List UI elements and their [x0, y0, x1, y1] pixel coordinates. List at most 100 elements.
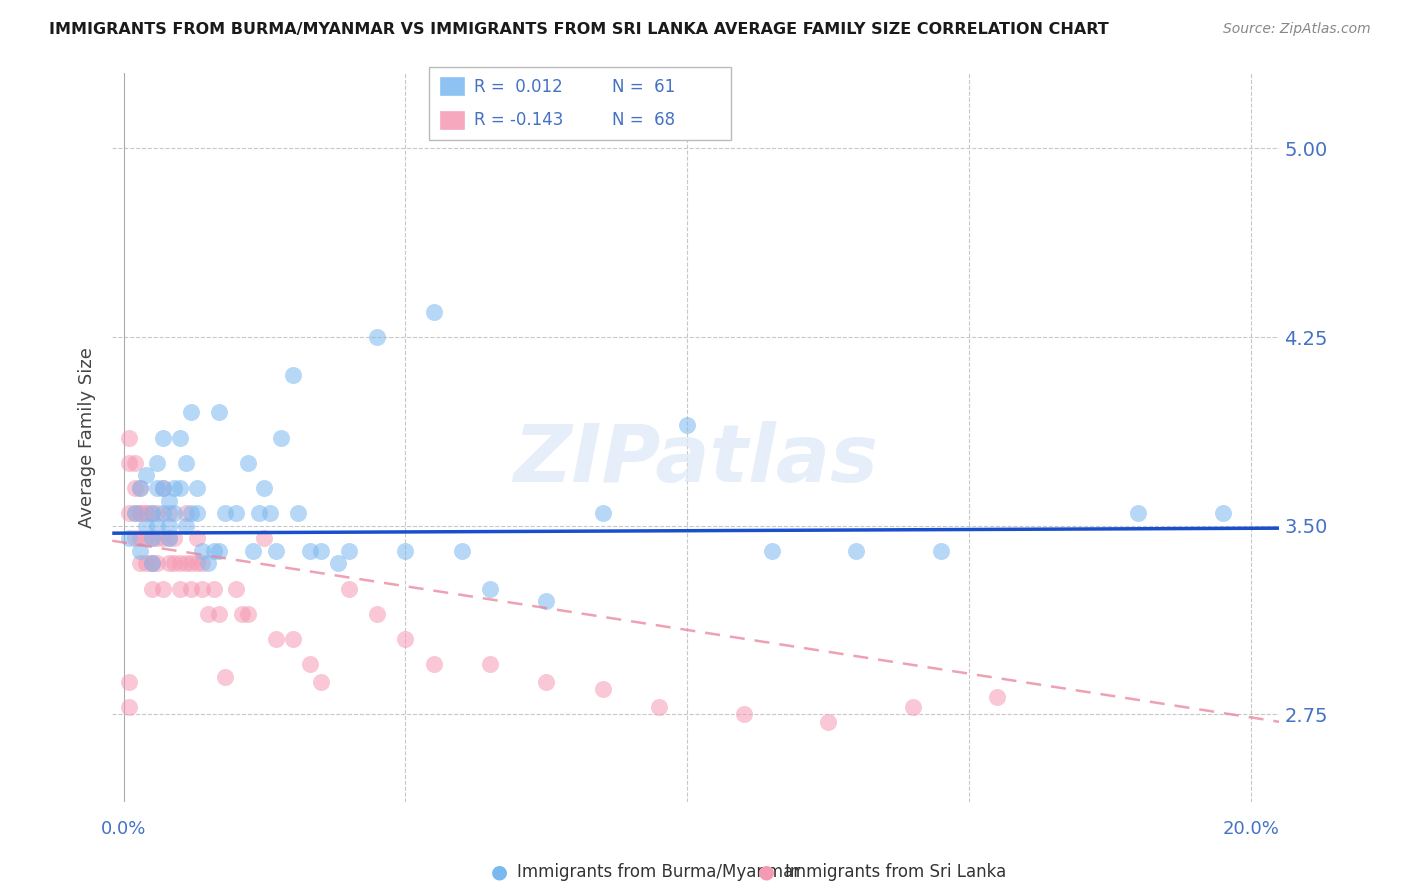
- Point: [163, 506, 186, 520]
- Point: [186, 557, 208, 571]
- Point: [901, 699, 924, 714]
- Point: [180, 582, 202, 596]
- Point: [197, 557, 219, 571]
- Point: [242, 543, 264, 558]
- Text: 0.0%: 0.0%: [101, 820, 146, 838]
- Point: [152, 506, 174, 520]
- Point: [366, 330, 388, 344]
- Point: [208, 607, 231, 621]
- Point: [191, 543, 214, 558]
- Point: [146, 557, 169, 571]
- Point: [169, 582, 191, 596]
- Point: [281, 632, 304, 646]
- Point: [152, 431, 174, 445]
- Point: [298, 543, 321, 558]
- Point: [157, 493, 180, 508]
- Point: [152, 481, 174, 495]
- Point: [174, 456, 197, 470]
- Point: [163, 557, 186, 571]
- Point: [422, 657, 444, 671]
- Point: [129, 531, 152, 545]
- Point: [208, 405, 231, 419]
- Point: [536, 674, 558, 689]
- Point: [124, 506, 146, 520]
- Point: [191, 557, 214, 571]
- Point: [174, 518, 197, 533]
- Point: [129, 506, 152, 520]
- Point: [146, 481, 169, 495]
- Point: [157, 531, 180, 545]
- Point: [118, 531, 141, 545]
- Point: [152, 531, 174, 545]
- Point: [676, 418, 699, 433]
- Point: [157, 557, 180, 571]
- Point: [146, 456, 169, 470]
- Text: 20.0%: 20.0%: [1223, 820, 1279, 838]
- Point: [157, 506, 180, 520]
- Point: [118, 506, 141, 520]
- Text: R = -0.143: R = -0.143: [474, 112, 564, 129]
- Point: [191, 582, 214, 596]
- Point: [394, 632, 416, 646]
- Point: [141, 557, 163, 571]
- Point: [214, 506, 236, 520]
- Point: [231, 607, 253, 621]
- Point: [337, 543, 360, 558]
- Point: [337, 582, 360, 596]
- Point: [450, 543, 472, 558]
- Point: [135, 518, 157, 533]
- Point: [259, 506, 281, 520]
- Point: [264, 543, 287, 558]
- Point: [174, 557, 197, 571]
- Text: Immigrants from Burma/Myanmar: Immigrants from Burma/Myanmar: [517, 863, 800, 881]
- Point: [124, 506, 146, 520]
- Point: [287, 506, 309, 520]
- Point: [141, 557, 163, 571]
- Point: [163, 531, 186, 545]
- Point: [118, 699, 141, 714]
- Point: [236, 607, 259, 621]
- Point: [186, 481, 208, 495]
- Point: [141, 582, 163, 596]
- Point: [422, 305, 444, 319]
- Text: ●: ●: [491, 863, 508, 882]
- Point: [264, 632, 287, 646]
- Point: [326, 557, 349, 571]
- Point: [124, 531, 146, 545]
- Point: [817, 714, 839, 729]
- Text: N =  68: N = 68: [612, 112, 675, 129]
- Point: [124, 456, 146, 470]
- Point: [180, 557, 202, 571]
- Point: [141, 506, 163, 520]
- Point: [135, 557, 157, 571]
- Point: [298, 657, 321, 671]
- Text: N =  61: N = 61: [612, 78, 675, 95]
- Point: [214, 669, 236, 683]
- Point: [129, 506, 152, 520]
- Point: [152, 481, 174, 495]
- Point: [180, 506, 202, 520]
- Point: [270, 431, 292, 445]
- Text: R =  0.012: R = 0.012: [474, 78, 562, 95]
- Point: [281, 368, 304, 382]
- Point: [135, 531, 157, 545]
- Point: [247, 506, 270, 520]
- Text: Source: ZipAtlas.com: Source: ZipAtlas.com: [1223, 22, 1371, 37]
- Point: [761, 543, 783, 558]
- Point: [135, 506, 157, 520]
- Point: [118, 674, 141, 689]
- Point: [146, 518, 169, 533]
- Point: [186, 506, 208, 520]
- Point: [309, 674, 332, 689]
- Point: [845, 543, 868, 558]
- Text: IMMIGRANTS FROM BURMA/MYANMAR VS IMMIGRANTS FROM SRI LANKA AVERAGE FAMILY SIZE C: IMMIGRANTS FROM BURMA/MYANMAR VS IMMIGRA…: [49, 22, 1109, 37]
- Point: [157, 531, 180, 545]
- Point: [225, 582, 247, 596]
- Point: [208, 543, 231, 558]
- Point: [169, 557, 191, 571]
- Point: [129, 481, 152, 495]
- Point: [225, 506, 247, 520]
- Point: [202, 543, 225, 558]
- Point: [536, 594, 558, 608]
- Point: [169, 481, 191, 495]
